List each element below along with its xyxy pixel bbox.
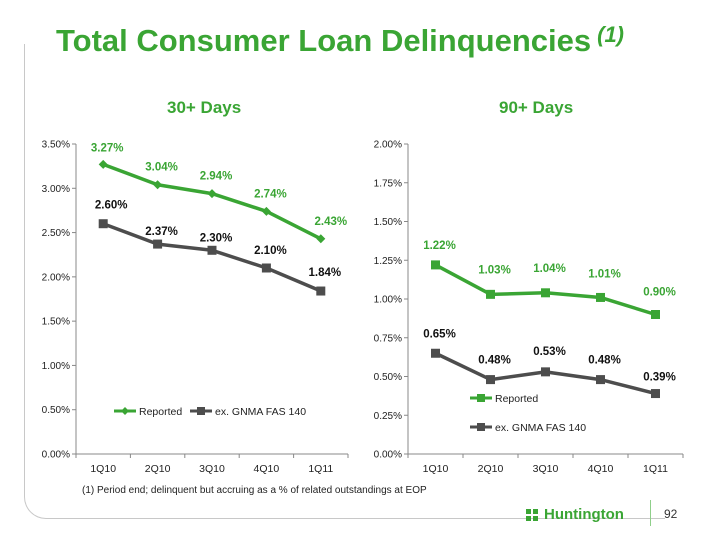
huntington-logo: Huntington (526, 506, 624, 523)
x-tick-label: 1Q11 (643, 463, 668, 475)
data-point (207, 189, 217, 199)
legend-swatch-marker (121, 407, 129, 415)
y-tick-label: 2.00% (42, 272, 70, 283)
y-tick-label: 1.50% (374, 217, 402, 228)
y-tick-label: 0.50% (42, 405, 70, 416)
data-label: 0.39% (643, 372, 676, 384)
logo-separator (650, 500, 651, 526)
slide-title: Total Consumer Loan Delinquencies (1) (56, 22, 624, 59)
data-point (431, 348, 440, 358)
x-tick-label: 2Q10 (478, 463, 504, 475)
data-point (541, 288, 550, 298)
logo-mark-icon (526, 508, 538, 521)
legend-swatch-marker (197, 407, 205, 415)
slide-frame (24, 44, 665, 519)
x-tick-label: 3Q10 (199, 463, 225, 475)
legend-label: ex. GNMA FAS 140 (215, 406, 306, 418)
data-label: 2.43% (314, 216, 347, 228)
x-tick-label: 1Q11 (308, 463, 333, 475)
data-label: 1.03% (478, 264, 511, 276)
y-tick-label: 0.50% (374, 372, 402, 383)
y-tick-label: 1.25% (374, 256, 402, 267)
legend-swatch-marker (477, 423, 485, 431)
data-point (153, 180, 163, 190)
data-label: 2.74% (254, 188, 287, 200)
y-tick-label: 0.00% (374, 450, 402, 461)
data-label: 1.22% (423, 240, 456, 252)
y-tick-label: 1.00% (374, 295, 402, 306)
data-label: 3.04% (145, 162, 178, 174)
data-point (261, 263, 271, 273)
y-tick-label: 0.00% (42, 450, 70, 461)
data-label: 2.37% (145, 226, 178, 238)
data-label: 0.53% (533, 346, 566, 358)
data-point (316, 286, 326, 296)
y-tick-label: 0.75% (374, 333, 402, 344)
x-tick-label: 4Q10 (254, 463, 280, 475)
x-tick-label: 2Q10 (145, 463, 171, 475)
data-point (596, 375, 605, 385)
data-label: 0.65% (423, 328, 456, 340)
y-tick-label: 1.00% (42, 361, 70, 372)
data-point (98, 219, 108, 229)
data-label: 0.48% (588, 355, 621, 367)
chart-title-90-days: 90+ Days (499, 98, 574, 117)
data-point (596, 292, 605, 302)
data-label: 1.01% (588, 268, 621, 280)
data-point (207, 245, 217, 255)
data-label: 2.30% (200, 232, 233, 244)
y-tick-label: 2.00% (374, 140, 402, 151)
data-label: 0.48% (478, 355, 511, 367)
legend-swatch-marker (477, 394, 485, 402)
y-tick-label: 1.50% (42, 317, 70, 328)
data-point (316, 234, 326, 244)
x-tick-label: 1Q10 (423, 463, 449, 475)
data-label: 2.10% (254, 245, 287, 257)
data-label: 2.60% (95, 200, 128, 212)
slide-title-text: Total Consumer Loan Delinquencies (56, 23, 592, 58)
y-tick-label: 0.25% (374, 411, 402, 422)
footnote: (1) Period end; delinquent but accruing … (82, 485, 427, 496)
legend-label: Reported (139, 406, 182, 418)
logo-text: Huntington (544, 506, 624, 523)
data-point (486, 375, 495, 385)
title-footnote-marker: (1) (597, 22, 625, 47)
data-point (541, 367, 550, 377)
data-point (431, 260, 440, 270)
x-tick-label: 3Q10 (533, 463, 559, 475)
data-point (486, 289, 495, 299)
data-point (98, 159, 108, 169)
y-tick-label: 2.50% (42, 228, 70, 239)
data-label: 1.84% (308, 267, 341, 279)
data-point (153, 239, 163, 249)
legend-label: Reported (495, 393, 538, 405)
data-label: 3.27% (91, 142, 124, 154)
data-label: 0.90% (643, 287, 676, 299)
data-point (651, 389, 660, 399)
y-tick-label: 1.75% (374, 178, 402, 189)
data-label: 1.04% (533, 263, 566, 275)
page-number: 92 (664, 507, 678, 521)
y-tick-label: 3.00% (42, 184, 70, 195)
data-label: 2.94% (200, 171, 233, 183)
data-point (261, 206, 271, 216)
x-tick-label: 1Q10 (90, 463, 116, 475)
legend-label: ex. GNMA FAS 140 (495, 422, 586, 434)
data-point (651, 310, 660, 319)
y-tick-label: 3.50% (42, 140, 70, 151)
chart-title-30-days: 30+ Days (167, 98, 242, 117)
x-tick-label: 4Q10 (588, 463, 614, 475)
